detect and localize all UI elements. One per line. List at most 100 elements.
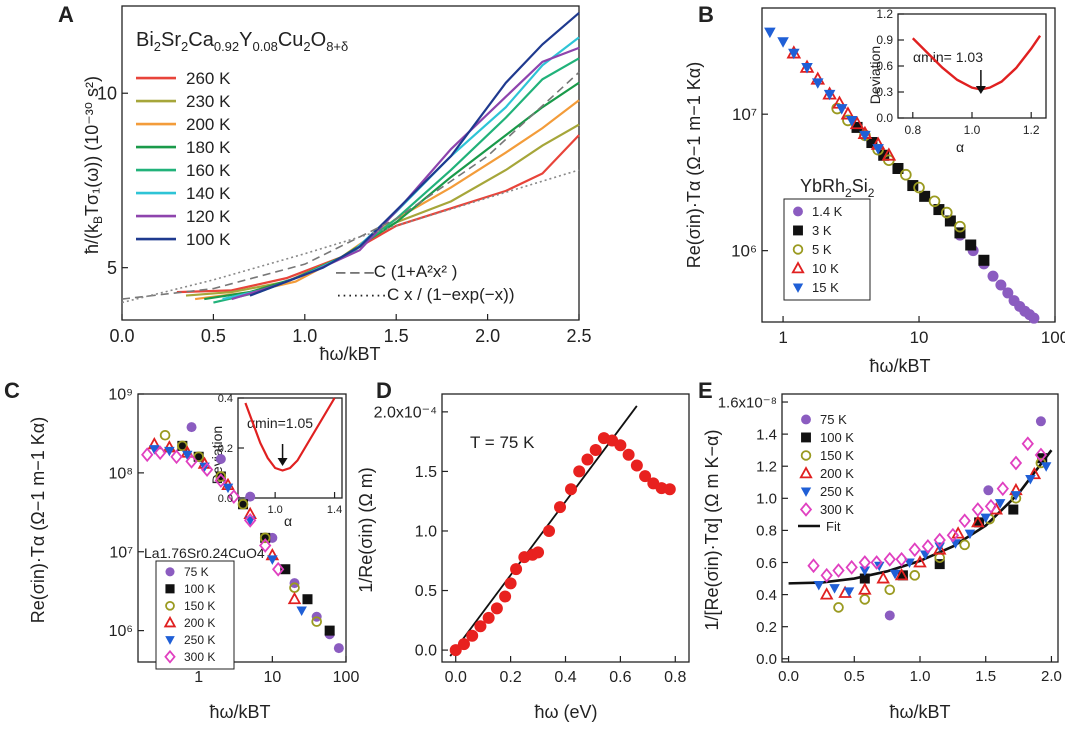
panel-b-inset-ytick-label: 0.9 xyxy=(876,33,893,47)
panel-e-legend-label: 150 K xyxy=(820,448,854,463)
panel-a-fit1-label: – – –C (1+A²x² ) xyxy=(336,262,457,281)
panel-c-ytick-label: 10⁶ xyxy=(109,623,133,640)
data-point xyxy=(940,206,953,219)
data-point xyxy=(909,570,921,581)
panel-b-xtick-label: 100 xyxy=(1041,328,1065,347)
data-point xyxy=(311,616,322,627)
panel-c-inset-xtick-label: 1.0 xyxy=(267,504,282,516)
panel-a-ytick-label: 10 xyxy=(97,84,117,104)
data-point xyxy=(170,449,183,465)
panel-a-xlabel: ħω/kBT xyxy=(319,344,380,364)
panel-d-ytick-label: 1.5 xyxy=(415,464,437,481)
panel-d-annotation: T = 75 K xyxy=(470,433,535,452)
data-point xyxy=(819,587,834,600)
data-point xyxy=(1034,447,1048,463)
series-line-100-k xyxy=(249,12,580,297)
data-point xyxy=(870,555,883,570)
panel-e-legend-label: 200 K xyxy=(820,466,854,481)
panel-d-ytick-label: 0.0 xyxy=(415,643,437,660)
panel-e-ytick-label: 0.8 xyxy=(756,523,777,540)
data-point xyxy=(1028,312,1040,324)
data-point xyxy=(177,440,188,451)
panel-e-legend-marker xyxy=(799,466,813,479)
panel-b-legend-label: 10 K xyxy=(812,261,839,276)
data-point xyxy=(581,453,594,466)
data-point xyxy=(859,573,870,584)
panel-c-legend-marker xyxy=(165,600,175,611)
data-point xyxy=(272,561,285,577)
data-point xyxy=(193,451,204,463)
panel-c-xlabel: ħω/kBT xyxy=(209,702,270,722)
panel-e-legend-label: 75 K xyxy=(820,412,847,427)
panel-e-legend-marker xyxy=(800,450,812,461)
data-point xyxy=(1040,462,1052,472)
data-point xyxy=(913,181,925,194)
panel-e-ytick-label: 0.4 xyxy=(756,587,777,604)
panel-d-ylabel: 1/Re(σin) (Ω m) xyxy=(356,467,376,593)
panel-a-ytick-label: 5 xyxy=(107,258,117,278)
data-point xyxy=(764,27,776,39)
panel-d-xtick-label: 0.2 xyxy=(499,669,521,686)
panel-b-ylabel: Re(σin)·Tα (Ω−1 m−1 Kα) xyxy=(684,62,704,268)
panel-b-inset-ytick-label: 0.6 xyxy=(876,59,893,73)
panel-c-ylabel: Re(σin)·Tα (Ω−1 m−1 Kα) xyxy=(28,417,48,623)
panel-e-ytick-label: 1.2 xyxy=(756,458,777,475)
data-point xyxy=(932,542,947,555)
data-point xyxy=(177,440,188,452)
data-point xyxy=(245,491,256,502)
panel-e-ytick-label: 1.6x10⁻⁸ xyxy=(718,394,777,411)
data-point xyxy=(971,502,985,517)
panel-c-legend-label: 200 K xyxy=(184,616,215,630)
data-point xyxy=(820,567,833,583)
panel-c-material: La1.76Sr0.24CuO4 xyxy=(144,545,265,561)
data-point xyxy=(1010,491,1022,501)
data-point xyxy=(994,499,1006,509)
panel-d-ytick-label: 1.0 xyxy=(415,524,437,541)
panel-c-plot: 1 10 100 10⁶ 10⁷ 10⁸ 10⁹ 75 K 100 K 150 K 200 K 250… xyxy=(108,387,359,686)
panel-a-legend-label: 100 K xyxy=(186,230,231,249)
panel-b-legend-marker xyxy=(792,283,804,293)
data-point xyxy=(499,590,512,603)
data-point xyxy=(897,570,908,581)
data-point xyxy=(227,489,241,505)
data-point xyxy=(845,116,858,127)
data-point xyxy=(964,529,976,540)
data-point xyxy=(974,517,985,528)
panel-label-b: B xyxy=(698,2,714,27)
panel-c-legend-label: 75 K xyxy=(184,565,209,579)
panel-a-fit2-label: ·········C x / (1−exp(−x)) xyxy=(336,285,514,304)
data-point xyxy=(573,465,586,478)
panel-c-legend-marker xyxy=(163,615,177,628)
panel-c-inset-arrowhead xyxy=(277,458,288,466)
data-point xyxy=(622,448,635,461)
data-point xyxy=(933,532,946,548)
data-point xyxy=(193,451,204,462)
data-point xyxy=(777,37,789,48)
panel-c-legend-label: 100 K xyxy=(184,582,215,596)
data-point xyxy=(900,168,912,181)
panel-e-fit-line xyxy=(788,449,1053,585)
panel-label-d: D xyxy=(376,378,392,403)
panel-e-xtick-label: 2.0 xyxy=(1041,668,1062,685)
data-point xyxy=(149,445,160,455)
data-point xyxy=(919,190,931,202)
panel-c-xtick-label: 100 xyxy=(333,669,360,686)
data-point xyxy=(872,144,884,155)
panel-label-e: E xyxy=(698,378,713,403)
data-point xyxy=(934,559,945,570)
data-point xyxy=(543,524,556,537)
panel-c-legend-marker xyxy=(165,584,175,594)
data-point xyxy=(159,429,171,441)
panel-e-xtick-label: 0.0 xyxy=(778,668,799,685)
data-point xyxy=(296,606,307,616)
panel-c-legend-marker xyxy=(165,567,175,577)
panel-e-legend-marker xyxy=(801,414,811,425)
panel-a-xtick-label: 0.5 xyxy=(201,326,226,346)
data-point xyxy=(971,515,985,528)
panel-e-xtick-label: 1.5 xyxy=(975,668,996,685)
panel-c-ytick-label: 10⁹ xyxy=(108,387,133,404)
data-point xyxy=(504,577,517,590)
data-point xyxy=(983,485,994,496)
panel-d-plot: 0.0 0.2 0.4 0.6 0.8 0.0 0.5 1.0 1.5 2.0x10⁻⁴ xyxy=(374,404,687,686)
